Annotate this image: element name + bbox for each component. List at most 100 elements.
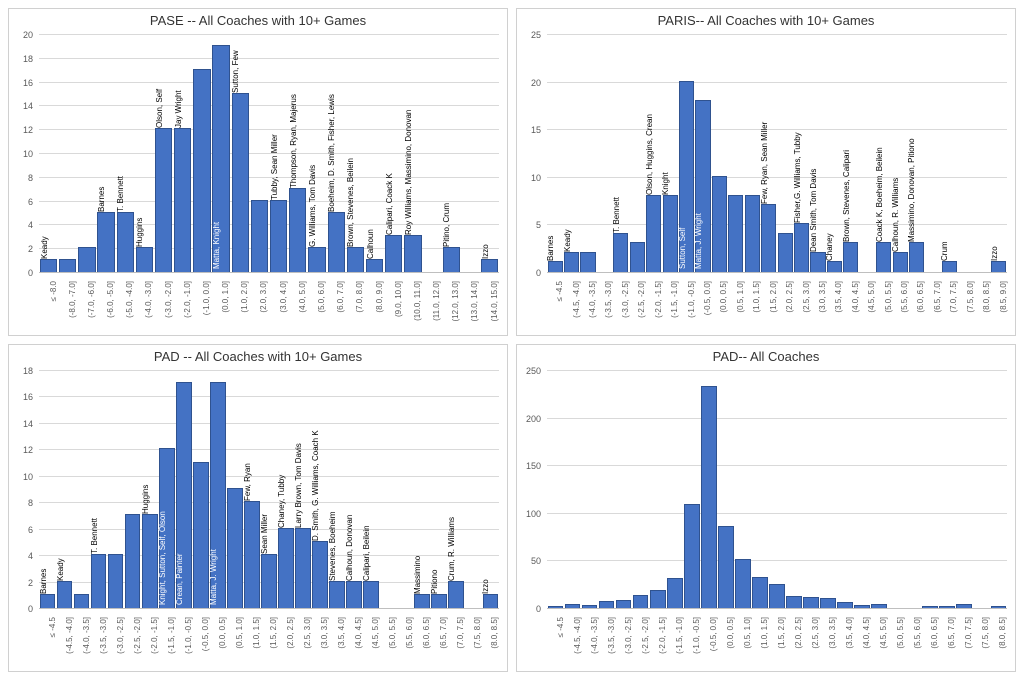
x-label-slot: ≤ -4.5 xyxy=(547,613,564,671)
bar-label: Crum xyxy=(941,242,949,262)
bar-slot: Calhoun xyxy=(365,35,384,273)
bar xyxy=(843,242,858,273)
x-label: (-7.0, -6.0] xyxy=(87,281,96,318)
bar-slot: Calhoun, R. Williams xyxy=(892,35,908,273)
y-tick: 100 xyxy=(526,509,541,519)
bar xyxy=(308,247,325,273)
x-label-slot: (7.5, 8.0] xyxy=(465,613,482,671)
bar-slot xyxy=(77,35,96,273)
bar-slot xyxy=(854,371,871,609)
x-label: (8.0, 9.0] xyxy=(375,281,384,313)
x-axis: ≤ -4.5(-4.5, -4.0](-4.0, -3.5](-3.5, -3.… xyxy=(547,277,1007,335)
bar-label: Calipari, Beilein xyxy=(363,525,371,581)
bar-slot xyxy=(958,35,974,273)
bar xyxy=(712,176,727,273)
x-label-slot: (3.0, 3.5] xyxy=(312,613,329,671)
bar-label: Izzo xyxy=(482,579,490,594)
chart-1: PARIS-- All Coaches with 10+ Games051015… xyxy=(516,8,1016,336)
bar-slot: Keady xyxy=(56,371,73,609)
x-label-slot: (2.5, 3.0] xyxy=(802,613,819,671)
x-label-slot: (-2.5, -2.0] xyxy=(632,613,649,671)
x-label-slot: (4.5, 5.0] xyxy=(363,613,380,671)
x-label-slot: (-1.5, -1.0] xyxy=(662,277,678,335)
x-label-slot: (8.0, 8.5] xyxy=(974,277,990,335)
bar xyxy=(414,594,430,609)
bar-slot xyxy=(564,371,581,609)
x-label-slot: (6.0, 6.5] xyxy=(922,613,939,671)
chart-3: PAD-- All Coaches050100150200250≤ -4.5(-… xyxy=(516,344,1016,672)
bar-label: Keady xyxy=(564,229,572,252)
x-label-slot: ≤ -8.0 xyxy=(39,277,58,335)
bar xyxy=(778,233,793,273)
x-label-slot: (2.0, 3.0] xyxy=(250,277,269,335)
bar-slot xyxy=(547,371,564,609)
x-label-slot: (1.0, 2.0] xyxy=(231,277,250,335)
x-label-slot: (3.5, 4.0] xyxy=(837,613,854,671)
bar xyxy=(667,578,683,609)
bar xyxy=(745,195,760,273)
bar-slot: Massimino xyxy=(414,371,431,609)
x-label-slot: (-4.5, -4.0] xyxy=(564,613,581,671)
bar-slot: Jay Wright xyxy=(173,35,192,273)
x-label-slot: (7.0, 8.0] xyxy=(346,277,365,335)
bar-slot xyxy=(751,371,768,609)
x-label-slot: (-4.0, -3.0] xyxy=(135,277,154,335)
x-label-slot: (2.5, 3.0] xyxy=(294,613,311,671)
bar-slot xyxy=(632,371,649,609)
x-label-slot: (7.0, 7.5] xyxy=(956,613,973,671)
bar-slot xyxy=(744,35,760,273)
x-label-slot: (-4.0, -3.5] xyxy=(581,613,598,671)
x-label-slot: (1.0, 1.5] xyxy=(243,613,260,671)
x-label-slot: (11.0, 12.0] xyxy=(422,277,441,335)
y-tick: 14 xyxy=(23,419,33,429)
x-label-slot: (3.5, 4.0] xyxy=(826,277,842,335)
bar xyxy=(142,514,158,609)
bar-label: T. Bennett xyxy=(91,518,99,554)
x-label-slot: (-4.5, -4.0] xyxy=(56,613,73,671)
bar-slot xyxy=(859,35,875,273)
bar-slot xyxy=(666,371,683,609)
bar-label: G. Williams, Tom Davis xyxy=(309,165,317,247)
bar xyxy=(289,188,306,273)
y-tick: 14 xyxy=(23,101,33,111)
bar-label: Huggins xyxy=(136,218,144,247)
bar-slot xyxy=(192,35,211,273)
bar xyxy=(718,526,734,609)
y-tick: 0 xyxy=(536,268,541,278)
bar-slot: T. Bennett xyxy=(613,35,629,273)
bar-slot: Sutton, Few xyxy=(231,35,250,273)
x-label: (1.0, 2.0] xyxy=(240,281,249,313)
bar-slot: Knight, Sutton, Self, Olson xyxy=(158,371,175,609)
x-label-slot: (-1.5, -1.0] xyxy=(666,613,683,671)
x-label: (2.0, 3.0] xyxy=(259,281,268,313)
bar xyxy=(728,195,743,273)
x-label-slot: (6.0, 6.5] xyxy=(414,613,431,671)
x-label: (-6.0, -5.0] xyxy=(106,281,115,318)
bar: Matta, J. Wright xyxy=(695,100,710,273)
x-label-slot: (8.0, 9.0] xyxy=(365,277,384,335)
x-label: (6.0, 7.0] xyxy=(336,281,345,313)
bar-slot xyxy=(802,371,819,609)
bar-slot xyxy=(973,371,990,609)
bar: Matta, Knight xyxy=(212,45,229,273)
bar-slot: Roy Williams, Massimino, Donovan xyxy=(403,35,422,273)
y-tick: 10 xyxy=(23,149,33,159)
bar-slot: G. Williams, Tom Davis xyxy=(307,35,326,273)
x-label: (-4.0, -3.0] xyxy=(144,281,153,318)
x-label-slot: (8.0, 8.5] xyxy=(482,613,499,671)
bar-slot xyxy=(837,371,854,609)
x-label-slot: (-2.0, -1.5] xyxy=(141,613,158,671)
x-label-slot: (6.5, 7.0] xyxy=(431,613,448,671)
bar-slot xyxy=(820,371,837,609)
bar-label: Pitino, Crum xyxy=(443,203,451,247)
y-tick: 200 xyxy=(526,414,541,424)
bar xyxy=(630,242,645,273)
bar-slot: Izzo xyxy=(482,371,499,609)
bar-slot xyxy=(700,371,717,609)
bar-slot: Tubby, Sean Miller xyxy=(269,35,288,273)
y-axis: 050100150200250 xyxy=(517,371,545,609)
bar-slot: Barnes xyxy=(39,371,56,609)
x-label-slot: (-3.0, -2.5] xyxy=(107,613,124,671)
x-label: (8.0, 8.5] xyxy=(998,617,1007,649)
x-label: (4.0, 5.0] xyxy=(298,281,307,313)
